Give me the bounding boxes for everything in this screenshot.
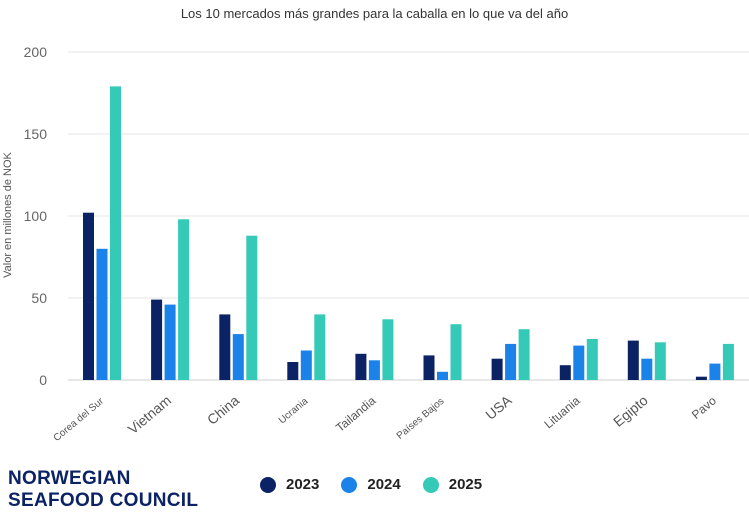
bar-2024 [505, 343, 517, 380]
bar-2024 [232, 334, 244, 380]
legend-label: 2024 [367, 476, 401, 493]
x-tick-label: Pavo [689, 393, 719, 422]
x-tick-label: Corea del Sur [52, 395, 107, 444]
brand-line-1: NORWEGIAN [8, 468, 131, 489]
legend-item-2025: 2025 [422, 476, 483, 493]
bar-2025 [110, 86, 121, 381]
legend: 2023 2024 2025 [260, 476, 482, 493]
bar-2025 [450, 324, 462, 380]
bar-2024 [164, 304, 176, 380]
x-tick-label: USA [482, 392, 515, 423]
y-tick-label: 50 [31, 290, 47, 306]
legend-item-2024: 2024 [341, 476, 401, 493]
bar-2025 [654, 342, 666, 380]
legend-swatch [260, 476, 276, 493]
bar-2025 [722, 343, 734, 380]
bar-2025 [518, 329, 530, 380]
bar-2023 [423, 355, 435, 380]
bar-2023 [219, 314, 231, 380]
bar-2024 [641, 358, 653, 380]
brand-logo: NORWEGIAN SEAFOOD COUNCIL [8, 468, 198, 512]
y-tick-label: 100 [24, 208, 48, 224]
y-tick-label: 0 [39, 372, 47, 388]
bar-2023 [627, 340, 639, 380]
bar-2024 [368, 360, 380, 380]
bar-2025 [178, 219, 190, 380]
x-tick-label: Tailandia [333, 393, 379, 434]
x-tick-label: Vietnam [125, 392, 174, 437]
y-axis-label: Valor en millones de NOK [2, 151, 14, 277]
chart-title: Los 10 mercados más grandes para la caba… [180, 6, 569, 21]
bar-2025 [586, 339, 598, 380]
bar-2025 [382, 319, 394, 380]
bar-2024 [709, 363, 721, 380]
bar-2024 [96, 248, 108, 380]
bar-2023 [491, 358, 503, 380]
bar-2023 [559, 365, 571, 380]
bar-2025 [246, 235, 258, 380]
legend-swatch [341, 476, 358, 493]
x-tick-label: China [204, 392, 242, 428]
bar-2023 [151, 299, 163, 380]
bar-2024 [437, 371, 448, 380]
bar-2025 [314, 314, 326, 380]
x-tick-label: Ucrania [277, 396, 311, 427]
legend-label: 2025 [448, 476, 483, 493]
legend-label: 2023 [286, 476, 320, 493]
bar-2023 [287, 362, 299, 380]
bar-2023 [355, 353, 367, 380]
legend-item-2023: 2023 [260, 476, 319, 493]
bar-2023 [83, 212, 94, 380]
x-tick-label: Países Bajos [395, 396, 447, 442]
y-tick-label: 200 [24, 44, 48, 60]
bar-2024 [573, 345, 585, 380]
bar-2024 [300, 350, 312, 380]
x-tick-label: Lituania [541, 393, 582, 431]
bar-2023 [695, 376, 707, 380]
x-tick-label: Egipto [610, 392, 651, 430]
legend-swatch [422, 476, 439, 493]
y-tick-label: 150 [24, 126, 48, 142]
brand-line-2: SEAFOOD COUNCIL [8, 490, 199, 511]
